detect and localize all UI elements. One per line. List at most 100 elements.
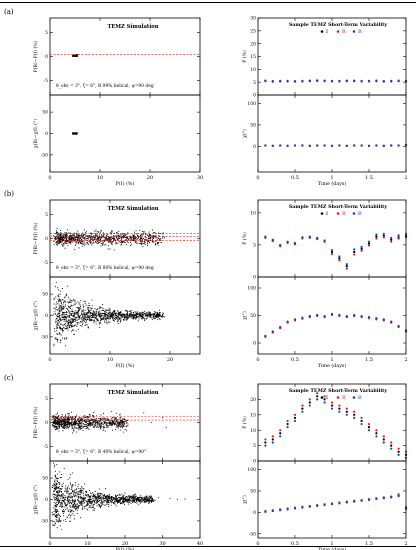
scatter-point: [69, 322, 71, 324]
scatter-point: [56, 301, 58, 303]
data-point: [293, 419, 297, 423]
scatter-point: [56, 423, 58, 425]
scatter-point: [85, 312, 87, 314]
scatter-point: [153, 500, 155, 502]
scatter-point: [90, 309, 92, 311]
scatter-point: [147, 497, 149, 499]
scatter-point: [75, 507, 77, 509]
data-point: [316, 398, 319, 401]
scatter-point: [135, 318, 137, 320]
scatter-point: [76, 325, 78, 327]
scatter-point: [141, 316, 143, 318]
scatter-point: [93, 499, 95, 501]
data-point: [264, 438, 267, 441]
scatter-point: [145, 318, 147, 320]
scatter-point: [55, 475, 57, 477]
scatter-point: [63, 306, 65, 309]
scatter-point: [54, 466, 56, 468]
data-point: [330, 79, 334, 82]
scatter-point: [112, 417, 114, 419]
data-point: [264, 144, 267, 147]
scatter-point: [92, 497, 94, 499]
scatter-point: [136, 500, 138, 502]
left-top-ylabel: P(B)−P(I) (%): [32, 222, 39, 254]
scatter-point: [102, 313, 104, 315]
right-top-y-tick-label: 0: [253, 275, 256, 281]
scatter-point: [111, 424, 113, 426]
scatter-point: [139, 501, 141, 503]
scatter-point: [139, 238, 142, 240]
scatter-point: [59, 482, 61, 484]
data-point: [316, 395, 319, 398]
scatter-point: [82, 494, 84, 496]
scatter-point: [158, 315, 160, 317]
scatter-point: [155, 234, 157, 236]
legend-label-I: I: [326, 395, 328, 401]
scatter-point: [93, 242, 95, 244]
scatter-point: [108, 320, 110, 322]
scatter-point: [72, 503, 75, 505]
scatter-point: [81, 243, 83, 245]
scatter-point: [86, 427, 88, 429]
scatter-point: [63, 418, 65, 420]
scatter-point: [130, 315, 132, 317]
scatter-point: [98, 314, 100, 316]
legend-label-B: B: [358, 211, 362, 217]
scatter-point: [149, 236, 152, 238]
scatter-point: [64, 232, 66, 234]
scatter-point: [108, 240, 110, 242]
scatter-point: [68, 498, 70, 501]
scatter-point: [61, 241, 63, 243]
scatter-point: [65, 417, 67, 419]
scatter-point: [90, 307, 92, 309]
scatter-point: [58, 501, 60, 503]
scatter-point: [65, 485, 67, 487]
scatter-point: [53, 422, 56, 424]
scatter-point: [94, 418, 96, 420]
scatter-point: [57, 516, 59, 518]
scatter-point: [66, 507, 68, 509]
scatter-point: [65, 294, 67, 296]
scatter-point: [67, 509, 69, 511]
scatter-point: [63, 424, 65, 426]
scatter-point: [54, 504, 56, 507]
scatter-point: [130, 237, 132, 239]
left-panel-params: θ_obs = 3°, ζ= 6°, B 80% helical, ψ=90 d…: [56, 266, 154, 271]
scatter-point: [103, 317, 105, 319]
scatter-point: [85, 422, 87, 424]
scatter-point: [59, 499, 61, 502]
scatter-point: [86, 241, 88, 243]
scatter-point: [111, 237, 113, 239]
scatter-point: [71, 426, 73, 428]
right-top-y-tick-label: 30: [250, 16, 256, 22]
scatter-point: [135, 314, 137, 317]
scatter-point: [54, 307, 56, 309]
scatter-point: [106, 323, 108, 325]
scatter-point: [90, 235, 92, 237]
scatter-point: [89, 500, 91, 503]
scatter-point: [111, 500, 113, 502]
scatter-point: [58, 234, 60, 236]
scatter-point: [128, 499, 130, 501]
scatter-point: [151, 313, 154, 315]
scatter-point: [81, 321, 83, 323]
data-point: [382, 497, 385, 500]
right-bottom-frame: [257, 460, 407, 539]
scatter-point: [63, 425, 65, 427]
data-point: [345, 267, 348, 270]
scatter-point: [93, 416, 95, 418]
scatter-point: [66, 325, 69, 327]
scatter-point: [129, 310, 131, 312]
scatter-point: [67, 319, 70, 321]
scatter-point: [55, 417, 57, 419]
scatter-point: [67, 321, 69, 323]
left-top-y-tick-label: 0: [45, 420, 48, 426]
scatter-point: [116, 317, 118, 319]
scatter-point: [88, 306, 90, 309]
scatter-point: [116, 423, 118, 425]
scatter-point: [126, 501, 128, 503]
scatter-point: [149, 235, 151, 237]
scatter-point: [135, 315, 138, 318]
scatter-point: [61, 418, 63, 420]
